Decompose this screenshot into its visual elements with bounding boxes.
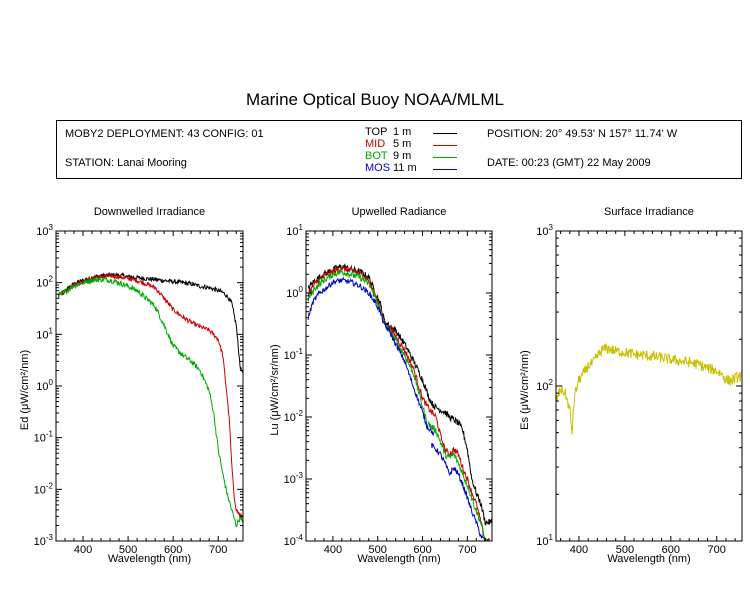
chart-title: Upwelled Radiance — [352, 206, 447, 218]
series-group — [307, 263, 492, 541]
y-tick-label: 10-4 — [284, 533, 304, 548]
series-line-bot — [307, 268, 488, 541]
series-line-mid — [307, 265, 490, 541]
y-tick-label: 101 — [536, 533, 553, 548]
legend-item-mid: MID 5 m — [365, 138, 421, 150]
y-tick-label: 10-3 — [284, 471, 304, 486]
x-tick-label: 500 — [119, 544, 137, 556]
x-tick-label: 700 — [458, 544, 476, 556]
legend-item-mos: MOS 11 m — [365, 162, 421, 174]
y-tick-label: 10-3 — [34, 533, 54, 548]
y-axis-label: Es (μW/cm²/nm) — [519, 350, 531, 430]
chart-title: Surface Irradiance — [604, 206, 694, 218]
plot-frame — [555, 230, 743, 542]
x-tick-label: 500 — [616, 544, 634, 556]
series-line-top — [307, 263, 492, 526]
y-tick-label: 103 — [536, 223, 553, 238]
y-tick-label: 101 — [286, 223, 303, 238]
legend-name: MOS — [365, 162, 391, 174]
legend-name: BOT — [365, 150, 388, 162]
y-tick-label: 10-1 — [284, 347, 304, 362]
x-tick-label: 400 — [74, 544, 92, 556]
deployment-text: MOBY2 DEPLOYMENT: 43 CONFIG: 01 — [65, 128, 264, 140]
y-tick-label: 10-1 — [34, 430, 54, 445]
page-title: Marine Optical Buoy NOAA/MLML — [246, 90, 504, 109]
chart-panel-2: Upwelled Radiance 400 500 600 700 10-4 10-3 10-… — [269, 206, 493, 565]
plot-frame — [55, 230, 244, 542]
legend-name: TOP — [365, 126, 388, 138]
station-text: STATION: Lanai Mooring — [65, 157, 187, 169]
plot-frame — [305, 230, 493, 542]
series-line-bot — [57, 275, 243, 528]
y-axis-label: Ed (μW/cm²/nm) — [19, 350, 31, 430]
chart-panel-3: Surface Irradiance 400 500 600 700 101 102 103 W… — [519, 206, 743, 565]
legend-item-top: TOP 1 m — [365, 126, 421, 138]
x-tick-label: 400 — [570, 544, 588, 556]
x-tick-label: 700 — [708, 544, 726, 556]
legend-depth: 9 m — [393, 150, 412, 162]
x-axis-label: Wavelength (nm) — [607, 553, 690, 565]
info-box: MOBY2 DEPLOYMENT: 43 CONFIG: 01 STATION:… — [56, 120, 742, 179]
series-line-mid — [57, 273, 243, 518]
y-axis-label: Lu (μW/cm²/sr/nm) — [269, 344, 281, 435]
x-tick-label: 600 — [164, 544, 182, 556]
x-axis-label: Wavelength (nm) — [108, 553, 191, 565]
legend-line-top — [433, 133, 457, 134]
series-line-mos — [431, 442, 486, 541]
x-tick-label: 600 — [662, 544, 680, 556]
series-group — [556, 343, 742, 435]
series-line-mos — [307, 276, 435, 436]
chart-panel-1: Downwelled Irradiance 400 500 600 700 10-3 10-… — [19, 206, 244, 565]
y-tick-label: 101 — [36, 326, 53, 341]
y-tick-label: 102 — [36, 275, 53, 290]
y-tick-label: 102 — [536, 378, 553, 393]
x-tick-label: 500 — [369, 544, 387, 556]
legend-depth: 1 m — [393, 126, 412, 138]
legend-depth: 5 m — [393, 138, 412, 150]
y-tick-label: 100 — [286, 285, 303, 300]
legend-item-bot: BOT 9 m — [365, 150, 421, 162]
y-tick-label: 10-2 — [284, 409, 304, 424]
x-tick-label: 400 — [324, 544, 342, 556]
y-tick-label: 100 — [36, 378, 53, 393]
legend-depth: 11 m — [393, 162, 417, 174]
y-tick-label: 10-2 — [34, 481, 54, 496]
chart-title: Downwelled Irradiance — [94, 206, 205, 218]
x-axis-label: Wavelength (nm) — [357, 553, 440, 565]
series-line-es — [556, 343, 742, 435]
legend-line-bot — [433, 157, 457, 158]
date-text: DATE: 00:23 (GMT) 22 May 2009 — [487, 157, 651, 169]
legend-name: MID — [365, 138, 386, 150]
series-group — [57, 271, 243, 528]
x-tick-label: 600 — [413, 544, 431, 556]
position-text: POSITION: 20° 49.53' N 157° 11.74' W — [487, 128, 678, 140]
x-tick-label: 700 — [209, 544, 227, 556]
legend-line-mid — [433, 145, 457, 146]
series-line-top — [57, 271, 243, 373]
legend-line-mos — [433, 169, 457, 170]
y-tick-label: 103 — [36, 223, 53, 238]
